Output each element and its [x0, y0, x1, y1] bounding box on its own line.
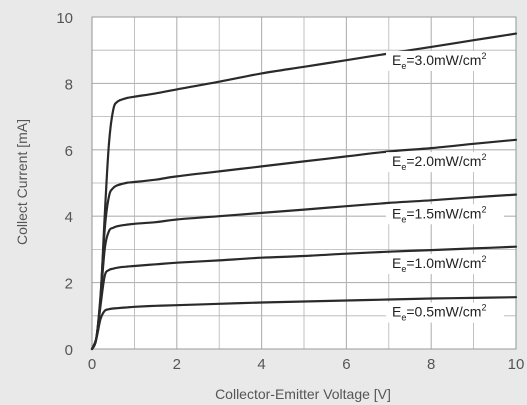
- tick-labels: 0 2 4 6 8 10 0 2 4 6 8 10: [56, 10, 524, 373]
- y-tick-label: 2: [65, 276, 73, 293]
- curve-label: Ee=1.0mW/cm2: [392, 254, 486, 274]
- y-tick-label: 6: [65, 143, 73, 160]
- y-tick-label: 10: [56, 10, 73, 27]
- curve-label-background: [386, 204, 504, 225]
- y-axis-label: Collect Current [mA]: [14, 119, 30, 245]
- plot-frame: [91, 16, 517, 350]
- x-tick-label: 8: [427, 356, 435, 373]
- x-tick-label: 10: [508, 356, 525, 373]
- curve-labels: Ee=3.0mW/cm2 Ee=2.0mW/cm2 Ee=1.5mW/cm2 Ee=1…: [386, 51, 504, 323]
- x-tick-label: 2: [173, 356, 181, 373]
- x-tick-label: 0: [88, 356, 96, 373]
- curve-label: Ee=1.5mW/cm2: [392, 204, 486, 224]
- x-axis-label: Collector-Emitter Voltage [V]: [215, 386, 391, 402]
- curve-label: Ee=0.5mW/cm2: [392, 303, 486, 323]
- series-line: [90, 138, 518, 351]
- series-line: [90, 193, 518, 351]
- curve-label-background: [386, 50, 504, 71]
- curve-label-background: [386, 254, 504, 275]
- grid: [91, 16, 517, 350]
- curve-label: Ee=3.0mW/cm2: [392, 51, 486, 71]
- y-tick-label: 0: [65, 342, 73, 359]
- y-tick-label: 4: [65, 209, 73, 226]
- curve-label-background: [386, 152, 504, 173]
- curve-label-background: [386, 302, 504, 323]
- series-line: [90, 245, 518, 351]
- curve-label: Ee=2.0mW/cm2: [392, 152, 486, 172]
- y-tick-label: 8: [65, 76, 73, 93]
- series-line: [90, 296, 518, 351]
- x-tick-label: 4: [257, 356, 265, 373]
- x-tick-label: 6: [342, 356, 350, 373]
